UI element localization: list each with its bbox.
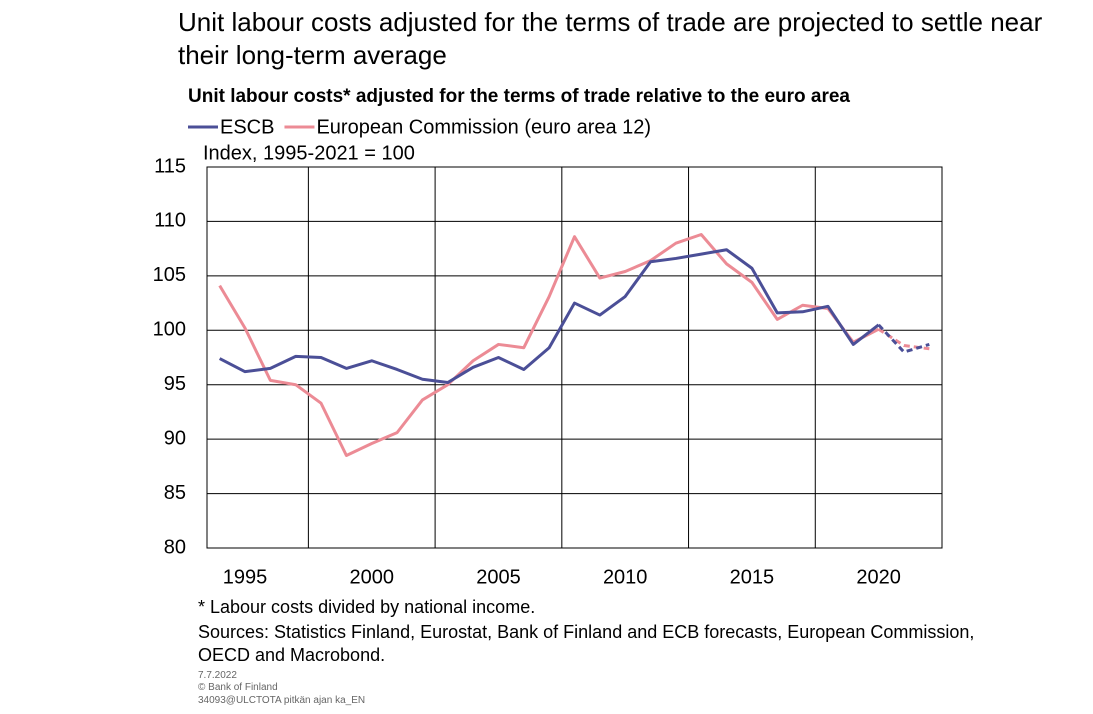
y-tick-label: 90 [164, 427, 186, 449]
y-tick-label: 110 [154, 210, 186, 232]
x-tick-label: 2000 [349, 566, 394, 588]
forecast-line [877, 323, 930, 354]
chart-title: Unit labour costs adjusted for the terms… [178, 7, 1043, 70]
series-line [218, 248, 880, 385]
plot-frame [206, 166, 943, 549]
x-tick-label: 2015 [730, 566, 775, 588]
x-tick-label: 2020 [856, 566, 901, 588]
x-tick-label: 1995 [223, 566, 268, 588]
x-tick-label: 2010 [603, 566, 648, 588]
y-tick-label: 100 [153, 319, 186, 341]
y-tick-label: 80 [164, 536, 186, 558]
y-tick-label: 95 [164, 373, 186, 395]
series-line [218, 232, 880, 457]
y-tick-label: 105 [153, 264, 186, 286]
sources: Sources: Statistics Finland, Eurostat, B… [198, 622, 975, 665]
y-axis-label: Index, 1995-2021 = 100 [203, 142, 415, 164]
footnote: * Labour costs divided by national incom… [198, 597, 536, 617]
chart-code: 34093@ULCTOTA pitkän ajan ka_EN [198, 695, 366, 706]
legend-label: ESCB [220, 116, 274, 138]
y-tick-label: 85 [164, 482, 186, 504]
chart-subtitle: Unit labour costs* adjusted for the term… [188, 86, 850, 107]
copyright: © Bank of Finland [198, 682, 278, 693]
y-tick-label: 115 [154, 155, 186, 177]
date: 7.7.2022 [198, 670, 237, 681]
legend-label: European Commission (euro area 12) [316, 116, 651, 138]
x-tick-label: 2005 [476, 566, 521, 588]
